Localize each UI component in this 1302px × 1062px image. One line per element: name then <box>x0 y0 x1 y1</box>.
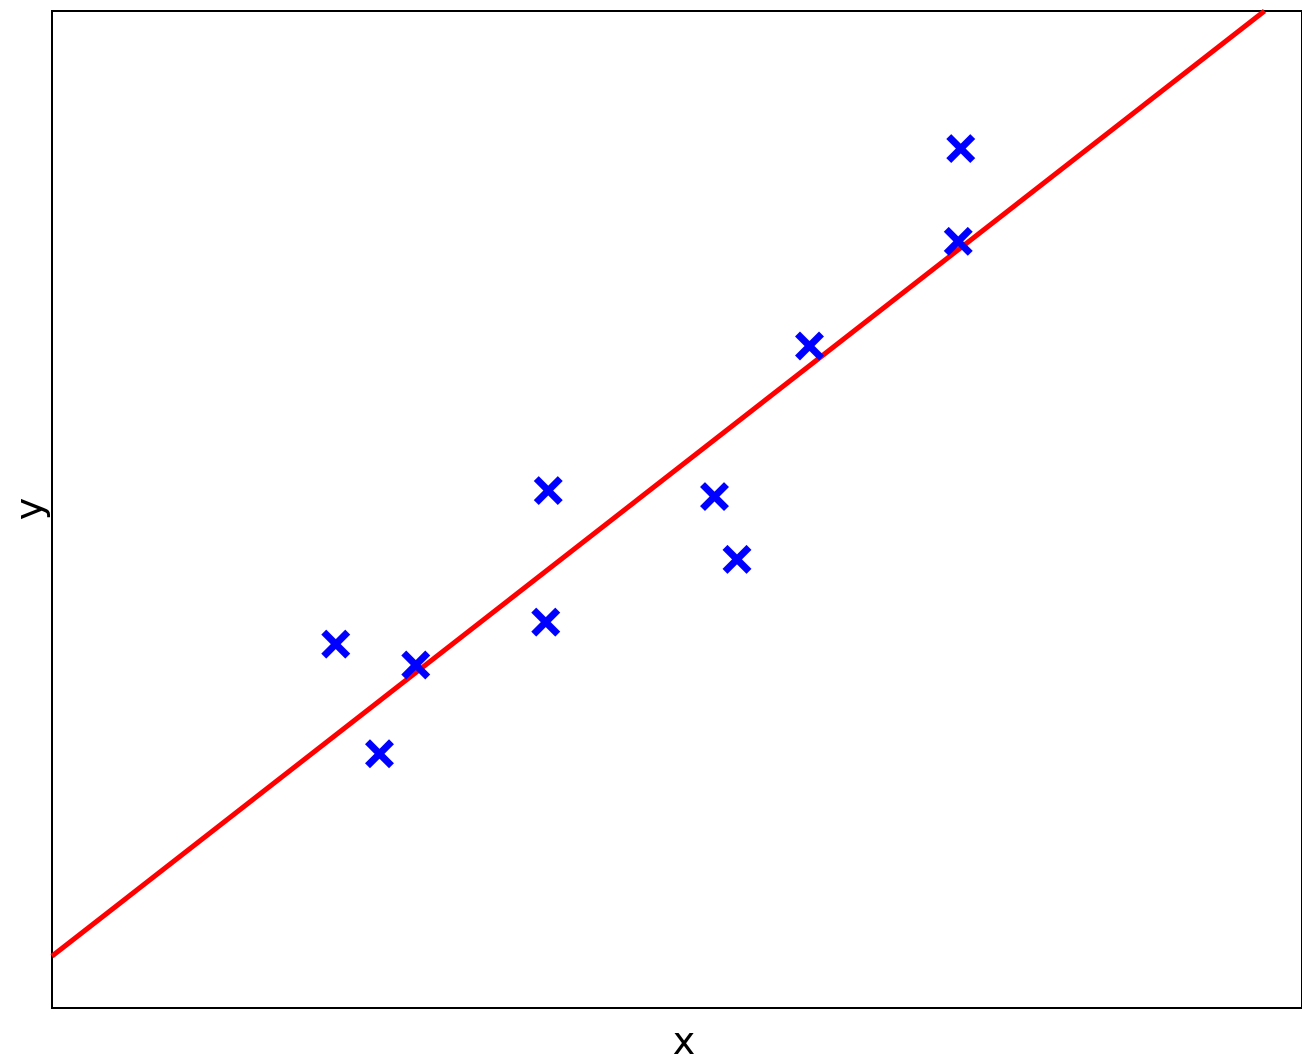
plot-area <box>51 10 1302 1009</box>
scatter-point <box>365 739 394 769</box>
scatter-point <box>531 607 561 637</box>
fit-line <box>50 9 1267 959</box>
y-axis-label: y <box>7 498 51 521</box>
scatter-point <box>722 544 752 574</box>
marker-layer <box>321 134 976 769</box>
x-axis-label: x <box>673 1019 696 1062</box>
scatter-point <box>946 134 976 164</box>
scatter-point <box>321 629 351 659</box>
scatter-point <box>943 226 973 256</box>
fit-line-layer <box>50 9 1267 959</box>
scatter-point <box>401 650 431 680</box>
scatter-point <box>795 331 824 361</box>
scatter-point <box>700 482 729 512</box>
scatter-point <box>533 476 563 506</box>
